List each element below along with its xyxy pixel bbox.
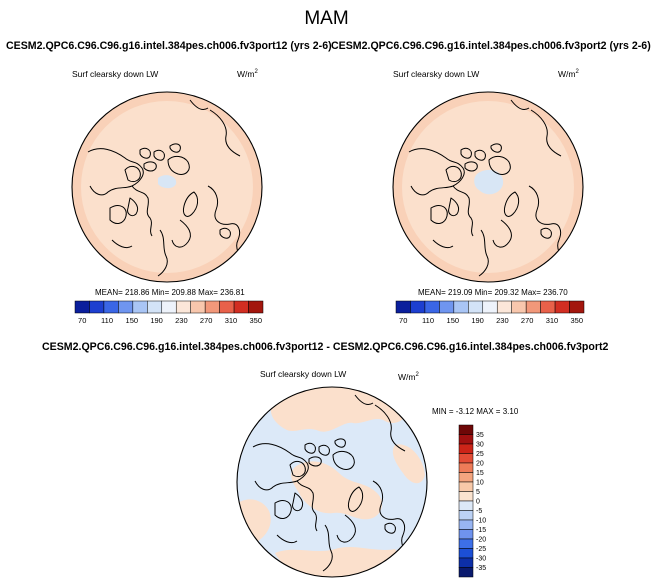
panel1-variable-label: Surf clearsky down LW [72,69,159,79]
colorbar-box [569,300,585,314]
panel1-map [71,91,263,283]
colorbar-box [175,300,191,314]
panel3-title: CESM2.QPC6.C96.C96.g16.intel.384pes.ch00… [42,341,609,353]
colorbar-tick-label: -20 [476,537,486,544]
colorbar-tick-label: 190 [150,316,163,325]
colorbar-tick-label: -5 [476,508,482,515]
colorbar-box [458,557,474,568]
colorbar-box [410,300,426,314]
figure-title: MAM [304,8,349,29]
colorbar-box [458,434,474,445]
colorbar-box [219,300,235,314]
colorbar-box [248,300,264,314]
colorbar-tick-label: 30 [476,442,484,449]
colorbar-tick-label: 230 [496,316,509,325]
colorbar-tick-label: 0 [476,499,480,506]
panel1-colorbar: 70 110 150 190 230 270 310 350 [74,300,264,325]
colorbar-tick-label: -25 [476,546,486,553]
colorbar-box [439,300,455,314]
colorbar-box [458,548,474,559]
colorbar-tick-label: 270 [200,316,213,325]
panel2-colorbar: 70 110 150 190 230 270 310 350 [395,300,585,325]
colorbar-box [132,300,148,314]
colorbar-tick-label: -35 [476,565,486,572]
panel2-title: CESM2.QPC6.C96.C96.g16.intel.384pes.ch00… [331,40,651,52]
colorbar-tick-label: 230 [175,316,188,325]
colorbar-box [458,491,474,502]
colorbar-box [161,300,177,314]
colorbar-tick-label: -30 [476,556,486,563]
colorbar-tick-label: 310 [546,316,559,325]
colorbar-box [458,462,474,473]
colorbar-box [458,500,474,511]
panel3-map [236,386,428,578]
colorbar-tick-label: 35 [476,432,484,439]
panel3-stats: MIN = -3.12 MAX = 3.10 [432,407,519,416]
colorbar-tick-label: 25 [476,451,484,458]
colorbar-tick-label: 310 [225,316,238,325]
colorbar-box [147,300,163,314]
panel1-title: CESM2.QPC6.C96.C96.g16.intel.384pes.ch00… [6,40,332,52]
colorbar-box [458,424,474,435]
panel2-low-patch [474,169,504,195]
colorbar-box [511,300,527,314]
colorbar-box [458,443,474,454]
colorbar-tick-label: 15 [476,470,484,477]
colorbar-box [458,510,474,521]
panel1-low-patch [158,175,177,189]
panel3-positive-region-center [291,461,383,520]
colorbar-box [118,300,134,314]
colorbar-box [453,300,469,314]
panel1-units: W/m2 [237,69,258,79]
colorbar-tick-label: 150 [447,316,460,325]
colorbar-box [458,481,474,492]
colorbar-box [554,300,570,314]
colorbar-box [468,300,484,314]
colorbar-tick-label: 150 [126,316,139,325]
colorbar-tick-label: 350 [571,316,584,325]
colorbar-tick-label: 110 [422,316,434,325]
colorbar-box [233,300,249,314]
colorbar-tick-label: 350 [250,316,263,325]
colorbar-tick-label: 70 [78,316,86,325]
colorbar-box [74,300,90,314]
panel3-colorbar: 35 30 25 20 15 10 5 0 -5 -10 -15 -20 -25 -30 -35 [458,424,486,578]
colorbar-tick-label: -15 [476,527,486,534]
colorbar-box [496,300,512,314]
panel2-map [392,91,584,283]
colorbar-box [525,300,541,314]
panel3-positive-region-right [392,444,425,484]
colorbar-box [458,567,474,578]
colorbar-tick-label: 10 [476,480,484,487]
colorbar-tick-label: 190 [471,316,484,325]
colorbar-box [482,300,498,314]
colorbar-box [190,300,206,314]
colorbar-tick-label: 70 [399,316,407,325]
colorbar-box [458,538,474,549]
colorbar-tick-label: 20 [476,461,484,468]
colorbar-box [103,300,119,314]
colorbar-tick-label: 110 [101,316,113,325]
colorbar-box [395,300,411,314]
colorbar-box [540,300,556,314]
colorbar-box [458,519,474,530]
colorbar-box [458,453,474,464]
colorbar-box [424,300,440,314]
panel1-stats: MEAN= 218.86 Min= 209.88 Max= 236.81 [95,288,245,297]
colorbar-box [89,300,105,314]
panel3-variable-label: Surf clearsky down LW [260,369,347,379]
colorbar-tick-label: -10 [476,518,486,525]
colorbar-box [458,472,474,483]
colorbar-tick-label: 5 [476,489,480,496]
colorbar-box [458,529,474,540]
colorbar-box [204,300,220,314]
panel3-positive-region-bottom [275,547,397,577]
panel2-stats: MEAN= 219.09 Min= 209.32 Max= 236.70 [418,288,568,297]
panel2-variable-label: Surf clearsky down LW [393,69,480,79]
panel2-units: W/m2 [558,69,579,79]
colorbar-tick-label: 270 [521,316,534,325]
panel3-units: W/m2 [398,372,419,382]
